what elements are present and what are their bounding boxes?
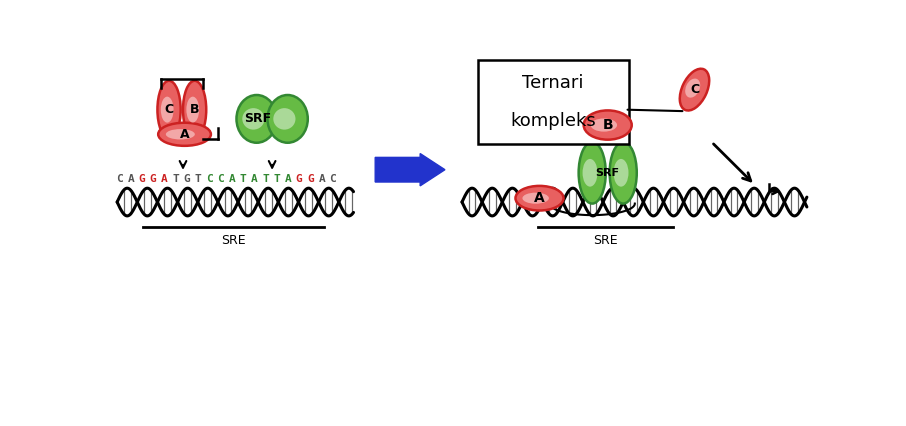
Text: SRF: SRF: [245, 112, 272, 125]
Text: G: G: [307, 174, 313, 184]
Ellipse shape: [523, 193, 549, 204]
Text: A: A: [284, 174, 292, 184]
Text: T: T: [240, 174, 246, 184]
Ellipse shape: [613, 159, 629, 187]
Text: A: A: [179, 128, 189, 141]
Ellipse shape: [610, 142, 637, 204]
Ellipse shape: [516, 186, 564, 210]
Text: Ternari: Ternari: [523, 74, 583, 92]
Text: SRF: SRF: [596, 168, 620, 178]
Bar: [477, 60, 629, 144]
Ellipse shape: [187, 97, 199, 123]
Text: T: T: [195, 174, 201, 184]
Ellipse shape: [680, 69, 709, 110]
Text: A: A: [535, 191, 545, 205]
Text: C: C: [330, 174, 336, 184]
Ellipse shape: [159, 123, 211, 146]
Ellipse shape: [583, 110, 631, 140]
Text: G: G: [296, 174, 303, 184]
Text: C: C: [165, 103, 174, 116]
Ellipse shape: [160, 97, 174, 123]
Text: T: T: [172, 174, 179, 184]
Text: C: C: [206, 174, 213, 184]
Text: kompleks: kompleks: [510, 112, 596, 130]
Text: A: A: [318, 174, 325, 184]
Text: T: T: [262, 174, 269, 184]
Ellipse shape: [183, 81, 207, 138]
Text: B: B: [602, 118, 613, 132]
Ellipse shape: [579, 142, 606, 204]
Text: SRE: SRE: [221, 234, 246, 248]
Text: C: C: [116, 174, 123, 184]
Text: A: A: [251, 174, 257, 184]
FancyArrow shape: [375, 153, 445, 186]
Ellipse shape: [685, 78, 700, 98]
Ellipse shape: [591, 118, 617, 132]
Ellipse shape: [267, 95, 308, 143]
Ellipse shape: [158, 81, 180, 138]
Ellipse shape: [274, 108, 295, 130]
Ellipse shape: [166, 129, 195, 139]
Text: G: G: [149, 174, 157, 184]
Text: G: G: [184, 174, 190, 184]
Text: T: T: [274, 174, 280, 184]
Text: SRE: SRE: [593, 234, 618, 248]
Ellipse shape: [583, 159, 597, 187]
Text: A: A: [161, 174, 168, 184]
Text: C: C: [217, 174, 224, 184]
Text: C: C: [690, 83, 699, 96]
Ellipse shape: [236, 95, 276, 143]
Text: A: A: [128, 174, 134, 184]
Ellipse shape: [242, 108, 265, 130]
Text: B: B: [190, 103, 199, 116]
Text: G: G: [139, 174, 145, 184]
Text: A: A: [228, 174, 236, 184]
